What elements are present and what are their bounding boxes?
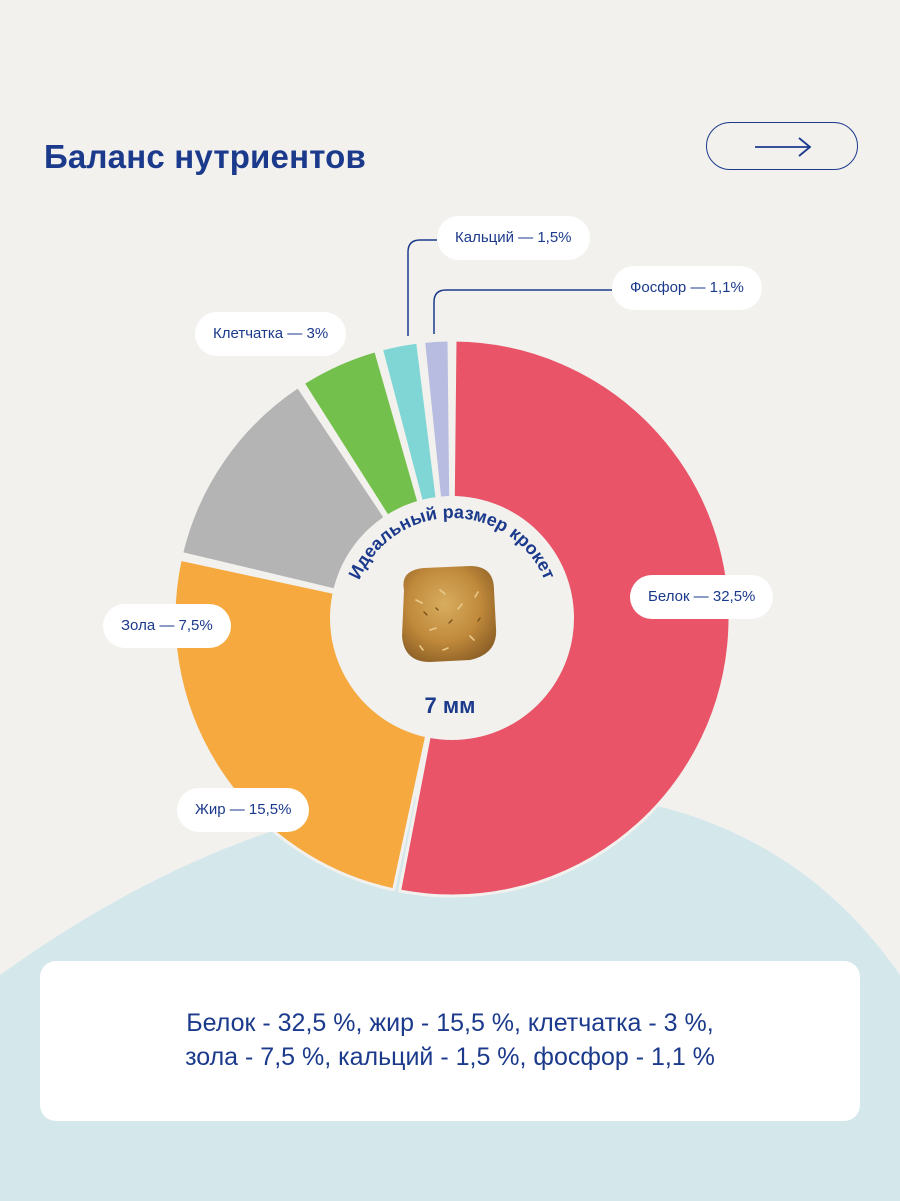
label-calcium: Кальций — 1,5% (437, 216, 590, 260)
label-phosphorus: Фосфор — 1,1% (612, 266, 762, 310)
label-protein: Белок — 32,5% (630, 575, 774, 619)
label-ash: Зола — 7,5% (103, 604, 231, 648)
leader-calcium (407, 239, 437, 336)
summary-text: Белок - 32,5 %, жир - 15,5 %, клетчатка … (185, 1007, 715, 1075)
nutrient-donut-chart: Идеальный размер крокет 7 мм (172, 239, 732, 898)
next-button[interactable] (706, 122, 858, 170)
summary-line-1: Белок - 32,5 %, жир - 15,5 %, клетчатка … (186, 1009, 714, 1038)
kibble-image (402, 566, 497, 662)
arrow-right-icon (755, 137, 812, 157)
label-fat: Жир — 15,5% (177, 788, 310, 832)
kibble-size-label: 7 мм (425, 693, 476, 718)
summary-line-2: зола - 7,5 %, кальций - 1,5 %, фосфор - … (185, 1043, 715, 1071)
summary-card: Белок - 32,5 %, жир - 15,5 %, клетчатка … (40, 961, 860, 1121)
label-fiber: Клетчатка — 3% (195, 312, 347, 356)
leader-phosphorus (433, 289, 612, 334)
page-title: Баланс нутриентов (44, 138, 366, 175)
